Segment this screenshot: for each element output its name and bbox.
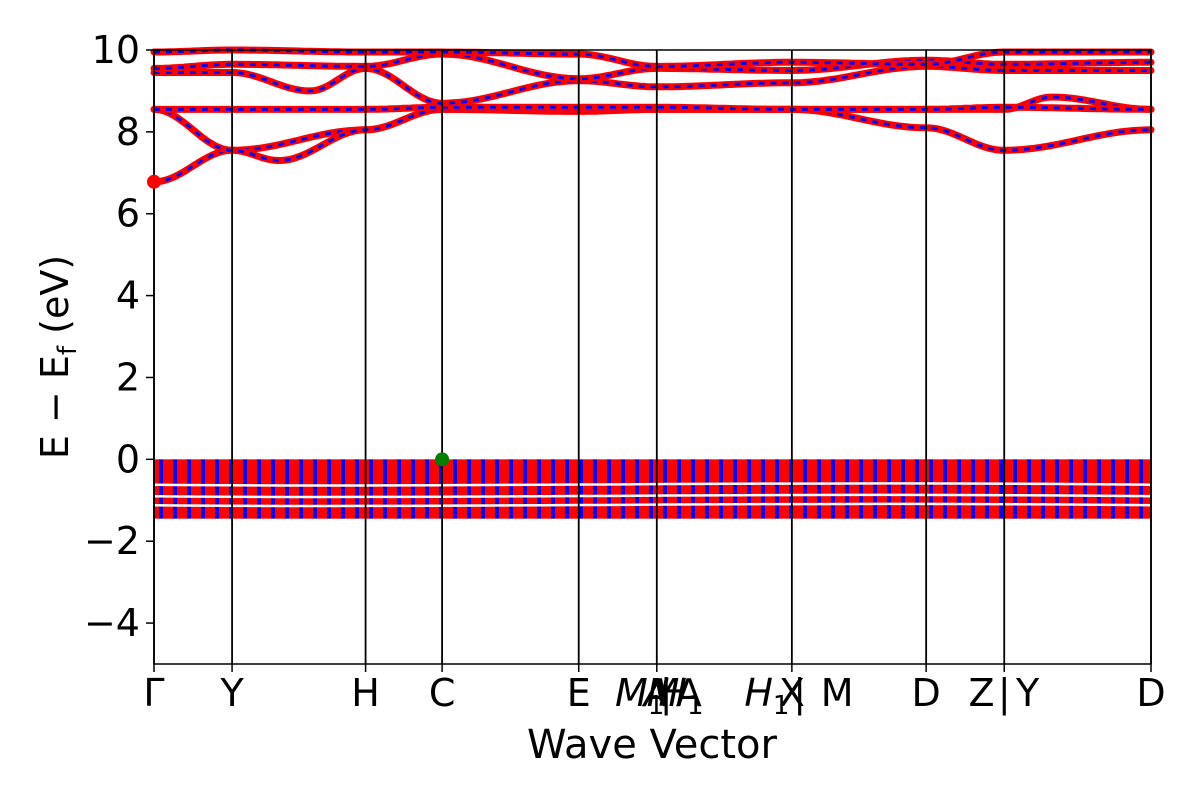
x-tick-label: M [647,671,680,715]
cbm-marker [147,174,161,189]
y-tick-label: −4 [84,601,140,645]
x-tick-label: D [1136,671,1165,715]
extrema-markers [147,174,450,467]
x-tick-label: M [821,671,854,715]
y-tick-label: 10 [92,28,140,72]
x-tick-label: C [429,671,456,715]
y-axis: −4 −2 0 2 4 6 8 10 [84,28,154,645]
x-tick-label: Y [1015,671,1040,715]
x-tick-label: | [660,671,673,716]
band-line-spin-up [150,105,1155,186]
y-axis-label-unit-text: (eV) [33,255,77,334]
valence-gap-line [153,482,1152,487]
y-tick-label: 4 [116,274,140,318]
x-tick-label: Γ [143,671,164,715]
x-tick-label: Y [219,671,244,715]
x-tick-label: E [567,671,591,715]
y-tick-label: 2 [116,355,140,399]
x-tick-label: H1 [744,671,789,721]
x-tick-label: H1 [658,671,703,721]
y-axis-label: E − Ef (eV) [33,255,83,459]
x-tick-label: A [676,671,702,715]
x-tick-label: D [912,671,941,715]
x-tick-label: H [351,671,380,715]
x-tick-label: | [998,671,1011,716]
valence-gap-line [153,502,1152,508]
band-line-spin-down [154,64,1151,105]
band-line-spin-down [154,105,1152,111]
y-axis-label-main: E − E [33,355,77,459]
band-line-spin-down [154,48,1151,68]
y-tick-label: 8 [116,110,140,154]
vbm-marker [435,452,450,467]
x-tick-label: M1 [615,671,664,721]
band-line-spin-down [153,107,1152,184]
y-axis-label-subscript: f [53,345,83,355]
x-tick-label: A [641,671,670,715]
x-tick-label: X [779,671,805,715]
y-tick-label: −2 [84,519,140,563]
y-tick-label: 0 [116,437,140,481]
x-axis-label: Wave Vector [527,722,778,768]
band-layer [150,46,1155,519]
y-tick-label: 6 [116,192,140,236]
svg-text:E − Ef (eV): E − Ef (eV) [33,255,83,459]
plot-frame [153,49,1152,665]
x-tick-label: | [793,671,806,716]
valence-gap-line [153,493,1152,499]
x-tick-label: Z [969,671,995,715]
band-line-spin-down [154,52,1151,81]
y-axis-label-unit [33,334,77,346]
valence-band-block [154,459,1151,519]
